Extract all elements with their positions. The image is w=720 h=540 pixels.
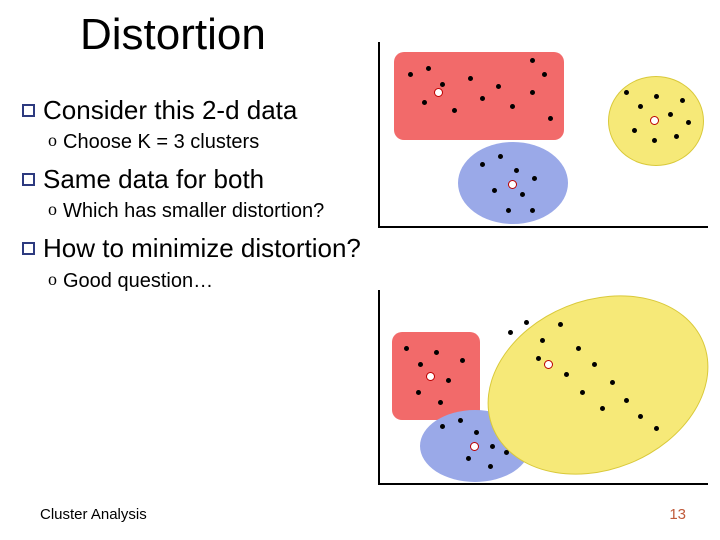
data-point [632,128,637,133]
bullet-text: Which has smaller distortion? [63,199,324,223]
circle-bullet-icon: o [48,199,57,220]
data-point [654,426,659,431]
data-point [564,372,569,377]
bullet-1: Consider this 2-d data [22,95,362,126]
data-point [548,116,553,121]
data-point [652,138,657,143]
data-point [492,188,497,193]
bullet-1a: o Choose K = 3 clusters [22,130,362,154]
cluster-region [394,52,564,140]
data-point [686,120,691,125]
data-point [674,134,679,139]
data-point [426,66,431,71]
slide-title: Distortion [80,10,266,60]
data-point [638,104,643,109]
data-point [408,72,413,77]
data-point [490,444,495,449]
bullet-text: Choose K = 3 clusters [63,130,259,154]
data-point [446,378,451,383]
data-point [480,162,485,167]
data-point [468,76,473,81]
data-point [506,208,511,213]
data-point [496,84,501,89]
data-point [624,398,629,403]
data-point [480,96,485,101]
centroid-marker [426,372,435,381]
bullet-text: Good question… [63,269,213,293]
footer-label: Cluster Analysis [40,506,147,523]
bullet-3a: o Good question… [22,269,362,293]
bullet-text: Consider this 2-d data [43,95,297,126]
data-point [680,98,685,103]
circle-bullet-icon: o [48,269,57,290]
data-point [440,82,445,87]
data-point [530,90,535,95]
data-point [532,176,537,181]
data-point [434,350,439,355]
bullet-2: Same data for both [22,164,362,195]
data-point [542,72,547,77]
data-point [576,346,581,351]
data-point [404,346,409,351]
data-point [580,390,585,395]
data-point [460,358,465,363]
data-point [530,58,535,63]
bullet-text: How to minimize distortion? [43,233,361,264]
data-point [514,168,519,173]
data-point [508,330,513,335]
data-point [488,464,493,469]
page-number: 13 [669,506,686,523]
data-point [610,380,615,385]
data-point [416,390,421,395]
centroid-marker [544,360,553,369]
data-point [600,406,605,411]
data-point [536,356,541,361]
scatter-chart-bottom [378,290,708,485]
data-point [422,100,427,105]
circle-bullet-icon: o [48,130,57,151]
data-point [510,104,515,109]
bullet-2a: o Which has smaller distortion? [22,199,362,223]
centroid-marker [508,180,517,189]
bullet-text: Same data for both [43,164,264,195]
data-point [418,362,423,367]
centroid-marker [650,116,659,125]
bullet-list: Consider this 2-d data o Choose K = 3 cl… [22,95,362,303]
data-point [654,94,659,99]
data-point [458,418,463,423]
square-bullet-icon [22,104,35,117]
data-point [466,456,471,461]
data-point [498,154,503,159]
data-point [504,450,509,455]
data-point [524,320,529,325]
centroid-marker [470,442,479,451]
data-point [638,414,643,419]
data-point [440,424,445,429]
data-point [592,362,597,367]
data-point [530,208,535,213]
data-point [624,90,629,95]
data-point [452,108,457,113]
data-point [668,112,673,117]
data-point [438,400,443,405]
data-point [474,430,479,435]
data-point [558,322,563,327]
square-bullet-icon [22,173,35,186]
scatter-chart-top [378,42,708,228]
square-bullet-icon [22,242,35,255]
bullet-3: How to minimize distortion? [22,233,362,264]
centroid-marker [434,88,443,97]
data-point [540,338,545,343]
data-point [520,192,525,197]
